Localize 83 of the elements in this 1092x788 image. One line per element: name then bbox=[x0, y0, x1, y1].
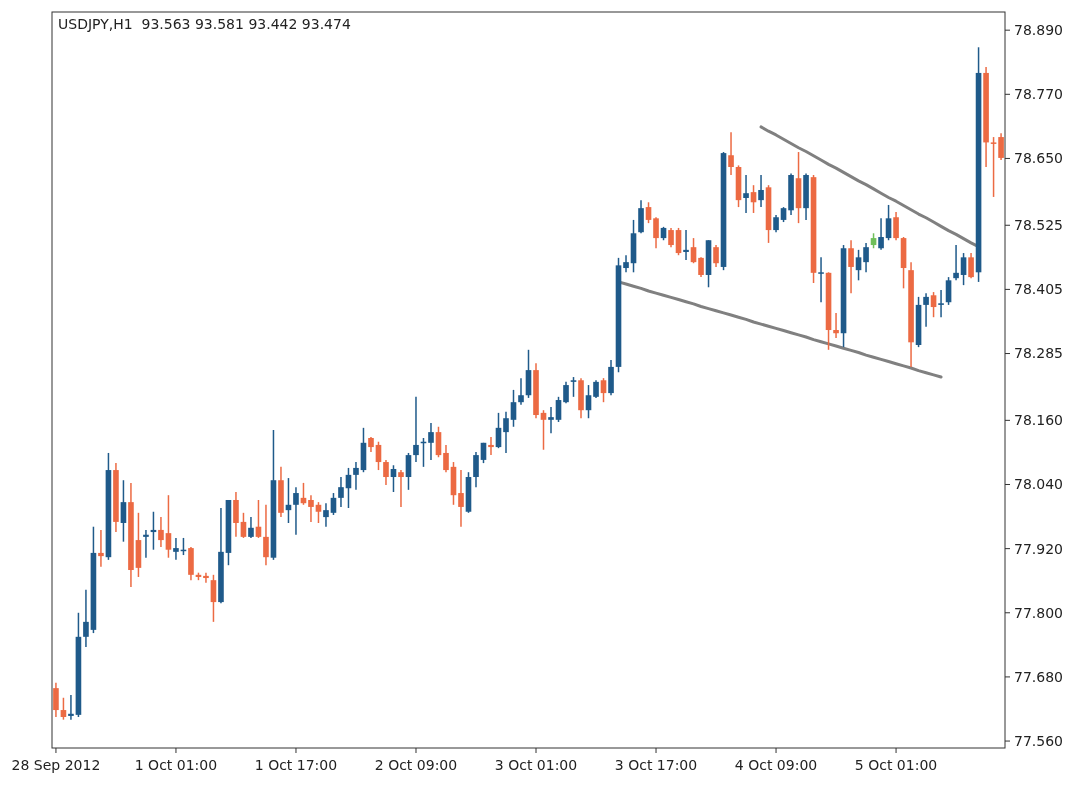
candlestick bbox=[600, 377, 607, 403]
candlestick bbox=[158, 516, 164, 548]
x-tick-label: 4 Oct 09:00 bbox=[734, 757, 818, 773]
y-tick-label: 78.770 bbox=[1014, 86, 1063, 103]
candlestick bbox=[353, 461, 359, 491]
y-tick-label: 78.405 bbox=[1014, 281, 1063, 298]
candlestick bbox=[98, 529, 104, 568]
candlestick bbox=[120, 479, 127, 543]
candlestick bbox=[308, 494, 314, 523]
x-tick-label: 2 Oct 09:00 bbox=[374, 757, 458, 773]
y-tick-label: 77.800 bbox=[1014, 604, 1063, 621]
candlestick bbox=[953, 244, 959, 282]
candlestick bbox=[885, 204, 892, 241]
candlestick bbox=[293, 486, 299, 536]
candlestick bbox=[563, 381, 569, 404]
x-tick-label: 28 Sep 2012 bbox=[11, 757, 101, 773]
candlestick bbox=[683, 229, 689, 261]
candlestick bbox=[68, 694, 74, 721]
candlestick bbox=[413, 396, 419, 463]
candlestick bbox=[338, 476, 344, 508]
candlestick bbox=[878, 217, 884, 251]
y-tick-label: 78.650 bbox=[1014, 150, 1063, 167]
candlestick bbox=[570, 376, 577, 398]
x-tick-label: 1 Oct 17:00 bbox=[254, 757, 338, 773]
candlestick bbox=[233, 491, 239, 538]
candlestick bbox=[488, 436, 494, 456]
x-tick-label: 5 Oct 01:00 bbox=[854, 757, 938, 773]
candlestick bbox=[540, 409, 547, 451]
candlestick bbox=[315, 501, 322, 524]
candlestick bbox=[848, 239, 854, 294]
x-tick-label: 3 Oct 01:00 bbox=[494, 757, 578, 773]
y-tick-label: 78.285 bbox=[1014, 345, 1063, 362]
candlestick bbox=[503, 411, 509, 454]
candlestick bbox=[743, 174, 749, 214]
y-tick-label: 77.920 bbox=[1014, 540, 1063, 557]
candlestick bbox=[923, 292, 929, 328]
candlestick bbox=[165, 494, 172, 559]
candlestick bbox=[203, 571, 209, 584]
candlestick bbox=[668, 227, 674, 248]
candlestick bbox=[518, 377, 524, 406]
candlestick bbox=[960, 252, 967, 286]
candlestick bbox=[428, 422, 434, 461]
y-tick-label: 77.680 bbox=[1014, 668, 1063, 685]
y-tick-label: 77.560 bbox=[1014, 732, 1063, 749]
candlestick bbox=[713, 244, 719, 268]
chart-title: USDJPY,H1 93.563 93.581 93.442 93.474 bbox=[58, 16, 351, 32]
x-tick-label: 3 Oct 17:00 bbox=[614, 757, 698, 773]
candlestick bbox=[818, 256, 824, 303]
candlestick bbox=[248, 516, 254, 539]
candlestick bbox=[53, 682, 59, 718]
candlestick bbox=[863, 242, 869, 274]
candlestick bbox=[698, 256, 704, 278]
candlestick bbox=[855, 249, 862, 282]
candlestick bbox=[443, 444, 449, 473]
candlestick bbox=[383, 459, 389, 486]
y-tick-label: 78.160 bbox=[1014, 412, 1063, 429]
candlestick bbox=[990, 136, 997, 198]
candlestick bbox=[938, 289, 944, 318]
y-tick-label: 78.890 bbox=[1014, 22, 1063, 39]
candlestick bbox=[833, 312, 839, 339]
y-tick-label: 78.040 bbox=[1014, 476, 1063, 493]
candlestick bbox=[263, 504, 269, 566]
candlestick bbox=[510, 389, 517, 428]
y-tick-label: 78.525 bbox=[1014, 217, 1063, 234]
candlestick bbox=[758, 174, 764, 208]
candlestick bbox=[143, 529, 149, 559]
candlestick bbox=[458, 469, 464, 528]
candlestick bbox=[323, 502, 329, 528]
candlestick bbox=[548, 406, 554, 434]
candlestick bbox=[473, 451, 479, 488]
candlestick bbox=[60, 697, 67, 721]
candlestick bbox=[398, 469, 404, 508]
candlestick bbox=[728, 131, 734, 176]
candlestick bbox=[555, 396, 562, 423]
candlestick bbox=[653, 216, 659, 249]
candlestick bbox=[998, 132, 1004, 161]
candlestick bbox=[968, 252, 974, 279]
candlestick bbox=[645, 201, 652, 224]
candlestick bbox=[893, 211, 899, 241]
x-tick-label: 1 Oct 01:00 bbox=[134, 757, 218, 773]
candlestick bbox=[173, 537, 179, 561]
candlestick bbox=[930, 291, 937, 318]
candlestick bbox=[83, 589, 89, 648]
